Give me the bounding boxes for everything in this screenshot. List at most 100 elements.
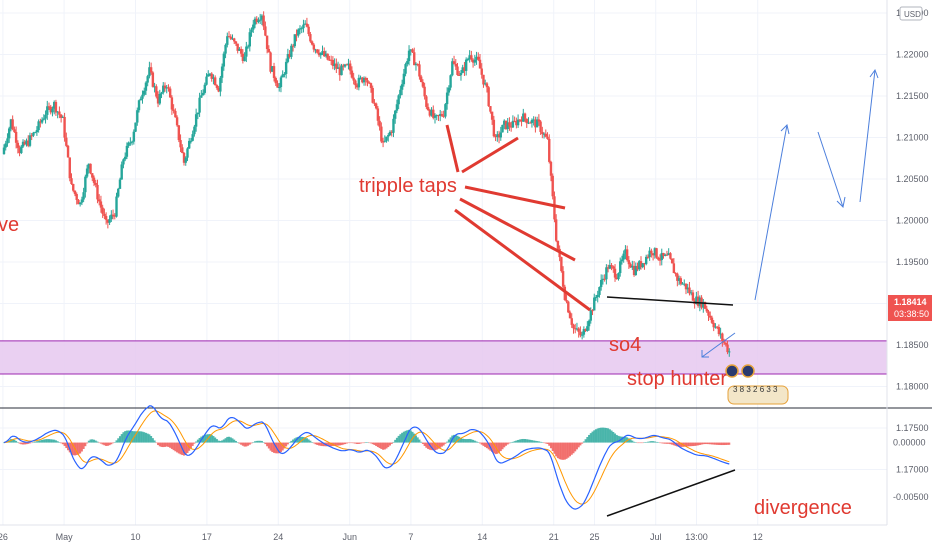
candle-body — [348, 63, 352, 71]
candle-body — [641, 263, 644, 268]
macd-hist-bar — [101, 442, 104, 445]
candle-body — [295, 34, 298, 36]
macd-hist-bar — [487, 442, 490, 450]
candle-body — [657, 257, 660, 260]
candle-body — [224, 44, 227, 54]
candle-body — [603, 278, 606, 280]
candle-body — [539, 121, 542, 132]
candle-body — [419, 76, 423, 83]
macd-hist-bar — [84, 442, 87, 447]
candle-body — [149, 67, 153, 73]
macd-hist-bar — [373, 442, 376, 445]
macd-hist-bar — [539, 441, 542, 443]
macd-hist-bar — [342, 442, 345, 445]
candle-body — [68, 157, 71, 179]
macd-hist-bar — [574, 442, 577, 452]
macd-hist-bar — [728, 442, 731, 445]
macd-hist-bar — [25, 442, 28, 445]
candle-body — [200, 95, 203, 98]
candle-body — [151, 72, 155, 87]
candle-body — [127, 142, 130, 146]
candle-body — [89, 163, 92, 174]
candle-body — [508, 122, 511, 127]
macd-hist-bar — [307, 439, 310, 443]
macd-hist-bar — [279, 442, 282, 453]
candle-body — [338, 67, 342, 76]
macd-hist-bar — [420, 441, 423, 443]
macd-hist-bar — [67, 442, 70, 451]
candle-body — [250, 29, 253, 33]
macd-hist-bar — [16, 442, 19, 443]
macd-hist-bar — [518, 439, 521, 443]
macd-hist-bar — [697, 442, 700, 446]
macd-hist-bar — [155, 442, 158, 444]
projection-leg-2-head — [836, 196, 846, 209]
candle-body — [430, 109, 433, 116]
macd-hist-bar — [253, 441, 256, 443]
candle-body — [478, 59, 482, 69]
candle-body — [46, 106, 49, 115]
candle-body — [534, 119, 537, 128]
so4-label: so4 — [609, 334, 641, 356]
macd-hist-bar — [77, 442, 80, 455]
macd-hist-bar — [719, 442, 722, 446]
macd-hist-bar — [347, 442, 350, 444]
macd-hist-bar — [293, 438, 296, 443]
candle-body — [87, 163, 91, 169]
candle-body — [243, 56, 246, 61]
candle-body — [28, 135, 32, 146]
macd-hist-bar — [659, 442, 662, 444]
macd-hist-bar — [508, 442, 511, 444]
macd-hist-bar — [615, 434, 618, 443]
candle-body — [77, 199, 80, 205]
macd-hist-bar — [482, 442, 485, 446]
price-axis-ticks: 1.225001.220001.215001.210001.205001.200… — [896, 8, 929, 475]
candle-body — [662, 252, 665, 256]
candle-body — [66, 145, 70, 158]
candle-body — [598, 287, 601, 295]
macd-hist-bar — [517, 439, 520, 443]
candle-body — [537, 119, 541, 122]
macd-hist-bar — [117, 438, 120, 443]
candle-body — [532, 119, 535, 121]
candle-body — [305, 23, 309, 27]
macd-hist-bar — [281, 442, 284, 451]
candle-body — [376, 108, 380, 121]
candle-body — [587, 320, 591, 327]
macd-hist-bar — [520, 439, 523, 443]
macd-hist-bar — [345, 442, 348, 444]
macd-hist-bar — [695, 442, 698, 446]
macd-hist-bar — [665, 442, 668, 444]
candle-body — [463, 67, 466, 71]
macd-hist-bar — [93, 439, 96, 443]
candle-body — [542, 133, 546, 135]
candle-body — [2, 147, 6, 155]
candle-body — [632, 265, 636, 276]
candle-body — [444, 104, 447, 117]
currency-label: USD — [904, 10, 921, 19]
candle-body — [644, 256, 648, 265]
event-markers[interactable]: 3 8 3 2 6 3 3 — [725, 364, 789, 405]
candle-body — [368, 82, 371, 84]
macd-hist-bar — [72, 442, 75, 456]
candle-body — [70, 178, 73, 185]
time-tick-label: Jun — [342, 532, 357, 542]
candle-body — [271, 66, 274, 72]
candle-body — [624, 249, 627, 254]
candle-body — [16, 142, 20, 148]
macd-hist-bar — [352, 442, 355, 444]
macd-hist-bar — [245, 442, 248, 447]
macd-hist-bar — [288, 442, 291, 444]
macd-hist-bar — [271, 442, 274, 453]
macd-hist-bar — [124, 431, 127, 443]
candle-body — [103, 213, 106, 216]
macd-hist-bar — [234, 440, 237, 443]
candle-body — [194, 114, 198, 127]
candle-body — [9, 119, 13, 129]
candle-body — [414, 63, 418, 66]
macd-divergence-line — [606, 469, 736, 517]
candle-body — [238, 48, 241, 51]
candle-body — [580, 334, 584, 336]
macd-hist-bar — [529, 439, 532, 443]
